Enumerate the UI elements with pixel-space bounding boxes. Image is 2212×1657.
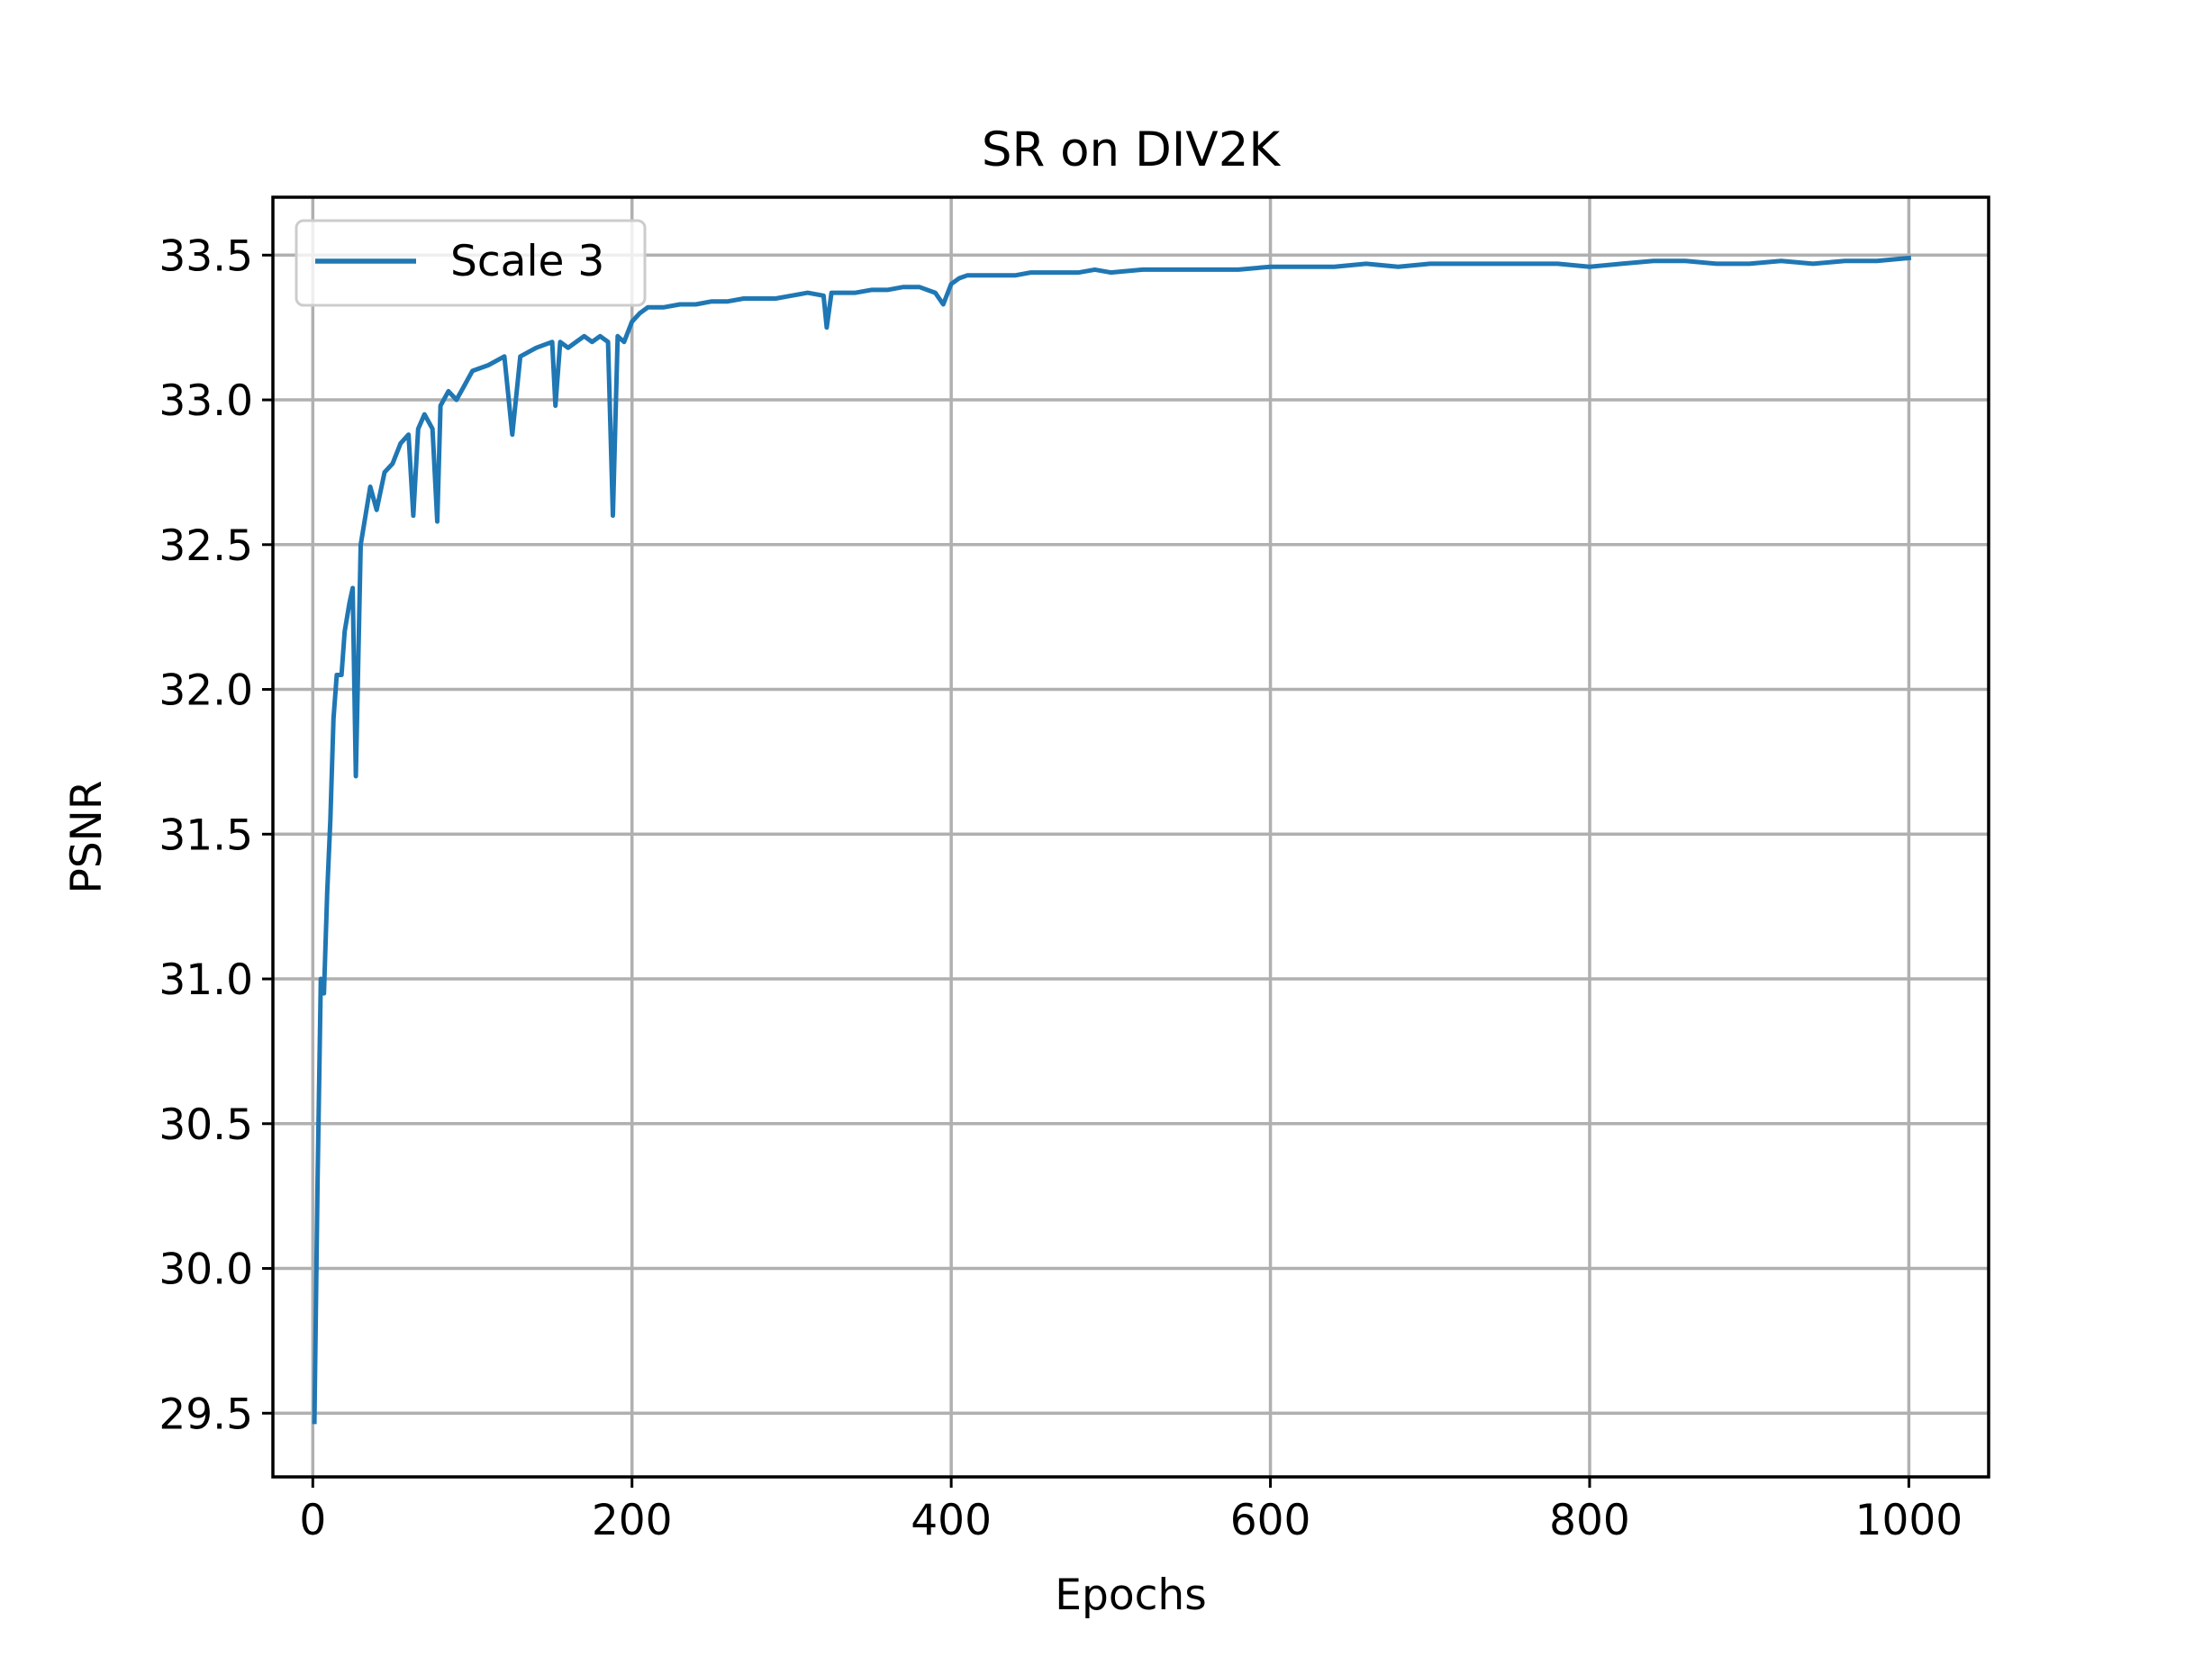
x-tick-label: 0 xyxy=(299,1496,326,1545)
tick-layer: 0 200 400 600 800 1000 29.5 30.0 30.5 31.0 31.5 32.… xyxy=(159,231,1963,1545)
y-tick-label: 29.5 xyxy=(159,1390,253,1439)
chart-title: SR on DIV2K xyxy=(982,122,1282,177)
legend-entry-label: Scale 3 xyxy=(450,237,604,286)
y-axis-label: PSNR xyxy=(62,781,112,894)
y-tick-label: 31.0 xyxy=(159,955,253,1005)
x-axis-label: Epochs xyxy=(1055,1571,1206,1620)
legend-box xyxy=(295,219,647,307)
series-line xyxy=(312,255,1912,1425)
y-tick-label: 32.5 xyxy=(159,521,253,571)
y-tick-label: 30.5 xyxy=(159,1100,253,1150)
y-tick-label: 32.0 xyxy=(159,666,253,716)
plot-frame xyxy=(271,195,1990,1479)
x-tick-label: 200 xyxy=(592,1496,673,1545)
x-tick-label: 800 xyxy=(1549,1496,1630,1545)
x-tick-label: 600 xyxy=(1230,1496,1311,1545)
series-layer xyxy=(312,255,1912,1425)
x-tick-label: 400 xyxy=(911,1496,992,1545)
y-tick-label: 30.0 xyxy=(159,1245,253,1295)
y-tick-label: 33.0 xyxy=(159,376,253,426)
x-tick-label: 1000 xyxy=(1855,1496,1963,1545)
grid-layer xyxy=(273,197,1989,1477)
y-tick-label: 31.5 xyxy=(159,810,253,860)
legend: Scale 3 xyxy=(295,219,647,307)
y-tick-label: 33.5 xyxy=(159,231,253,281)
